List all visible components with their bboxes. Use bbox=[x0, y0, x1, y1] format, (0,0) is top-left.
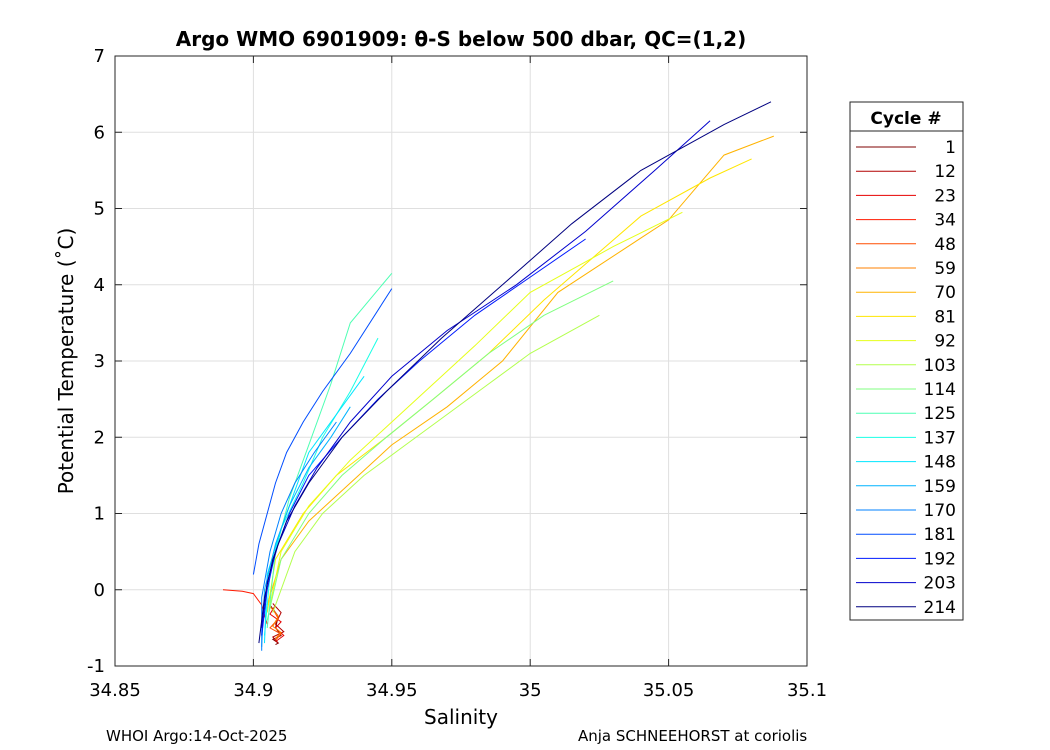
y-axis-label: Potential Temperature (˚C) bbox=[54, 228, 78, 495]
chart-title: Argo WMO 6901909: θ-S below 500 dbar, QC… bbox=[176, 27, 746, 51]
series-line-cycle-114 bbox=[266, 280, 614, 621]
x-tick-label: 35.05 bbox=[643, 680, 695, 701]
x-tick-label: 34.9 bbox=[233, 680, 273, 701]
footer-left: WHOI Argo:14-Oct-2025 bbox=[106, 727, 287, 745]
legend-label-cycle-114: 114 bbox=[924, 380, 956, 400]
legend-label-cycle-59: 59 bbox=[934, 259, 956, 279]
series-line-cycle-92 bbox=[269, 211, 683, 606]
legend-label-cycle-148: 148 bbox=[924, 453, 956, 473]
legend-label-cycle-70: 70 bbox=[934, 283, 956, 303]
x-tick-label: 35 bbox=[519, 680, 542, 701]
legend-label-cycle-170: 170 bbox=[924, 501, 956, 521]
legend-label-cycle-181: 181 bbox=[924, 525, 956, 545]
y-tick-label: 1 bbox=[94, 504, 105, 525]
y-tick-label: 3 bbox=[94, 351, 105, 372]
legend-label-cycle-214: 214 bbox=[924, 598, 956, 618]
grid bbox=[115, 56, 807, 666]
legend: Cycle # 1 12 23 34 48 59 70 81 92 103 114 125 137 148… bbox=[849, 101, 964, 621]
legend-label-cycle-34: 34 bbox=[934, 211, 956, 231]
legend-label-cycle-103: 103 bbox=[924, 356, 956, 376]
series-line-cycle-59 bbox=[269, 606, 282, 639]
y-tick-label: 6 bbox=[94, 122, 105, 143]
series-line-cycle-23 bbox=[269, 604, 285, 643]
y-tick-label: 4 bbox=[94, 275, 105, 296]
legend-label-cycle-125: 125 bbox=[924, 404, 956, 424]
footer-right: Anja SCHNEEHORST at coriolis bbox=[578, 727, 807, 745]
legend-label-cycle-1: 1 bbox=[945, 138, 956, 158]
x-tick-label: 34.85 bbox=[89, 680, 141, 701]
x-axis-ticks: 34.85 34.9 34.95 35 35.05 35.1 bbox=[89, 56, 827, 701]
series-line-cycle-103 bbox=[272, 314, 600, 613]
y-tick-label: 2 bbox=[94, 427, 105, 448]
series-line-cycle-70 bbox=[266, 135, 774, 606]
legend-label-cycle-159: 159 bbox=[924, 477, 956, 497]
legend-label-cycle-137: 137 bbox=[924, 428, 956, 448]
legend-label-cycle-203: 203 bbox=[924, 574, 956, 594]
series-line-cycle-170 bbox=[261, 421, 337, 651]
series-line-cycle-12 bbox=[271, 603, 285, 644]
y-axis-ticks: -1 0 1 2 3 4 5 6 7 bbox=[87, 46, 807, 677]
series-layer bbox=[222, 101, 774, 651]
legend-label-cycle-92: 92 bbox=[934, 332, 956, 352]
legend-box bbox=[849, 101, 964, 621]
series-line-cycle-214 bbox=[258, 101, 772, 644]
series-line-cycle-159 bbox=[261, 406, 351, 647]
x-tick-label: 35.1 bbox=[787, 680, 827, 701]
series-line-cycle-181 bbox=[252, 288, 393, 575]
series-line-cycle-148 bbox=[264, 376, 365, 644]
x-tick-label: 34.95 bbox=[366, 680, 418, 701]
legend-label-cycle-192: 192 bbox=[924, 549, 956, 569]
y-tick-label: -1 bbox=[87, 656, 105, 677]
legend-title: Cycle # bbox=[870, 109, 941, 129]
y-tick-label: 5 bbox=[94, 199, 105, 220]
legend-label-cycle-23: 23 bbox=[934, 186, 956, 206]
legend-items: 1 12 23 34 48 59 70 81 92 103 114 125 137 148 159 170 18… bbox=[856, 138, 956, 618]
legend-label-cycle-81: 81 bbox=[934, 307, 956, 327]
series-line-cycle-48 bbox=[269, 608, 282, 641]
y-tick-label: 7 bbox=[94, 46, 105, 67]
y-tick-label: 0 bbox=[94, 580, 105, 601]
legend-label-cycle-48: 48 bbox=[934, 235, 956, 255]
legend-label-cycle-12: 12 bbox=[934, 162, 956, 182]
x-axis-label: Salinity bbox=[424, 705, 498, 729]
